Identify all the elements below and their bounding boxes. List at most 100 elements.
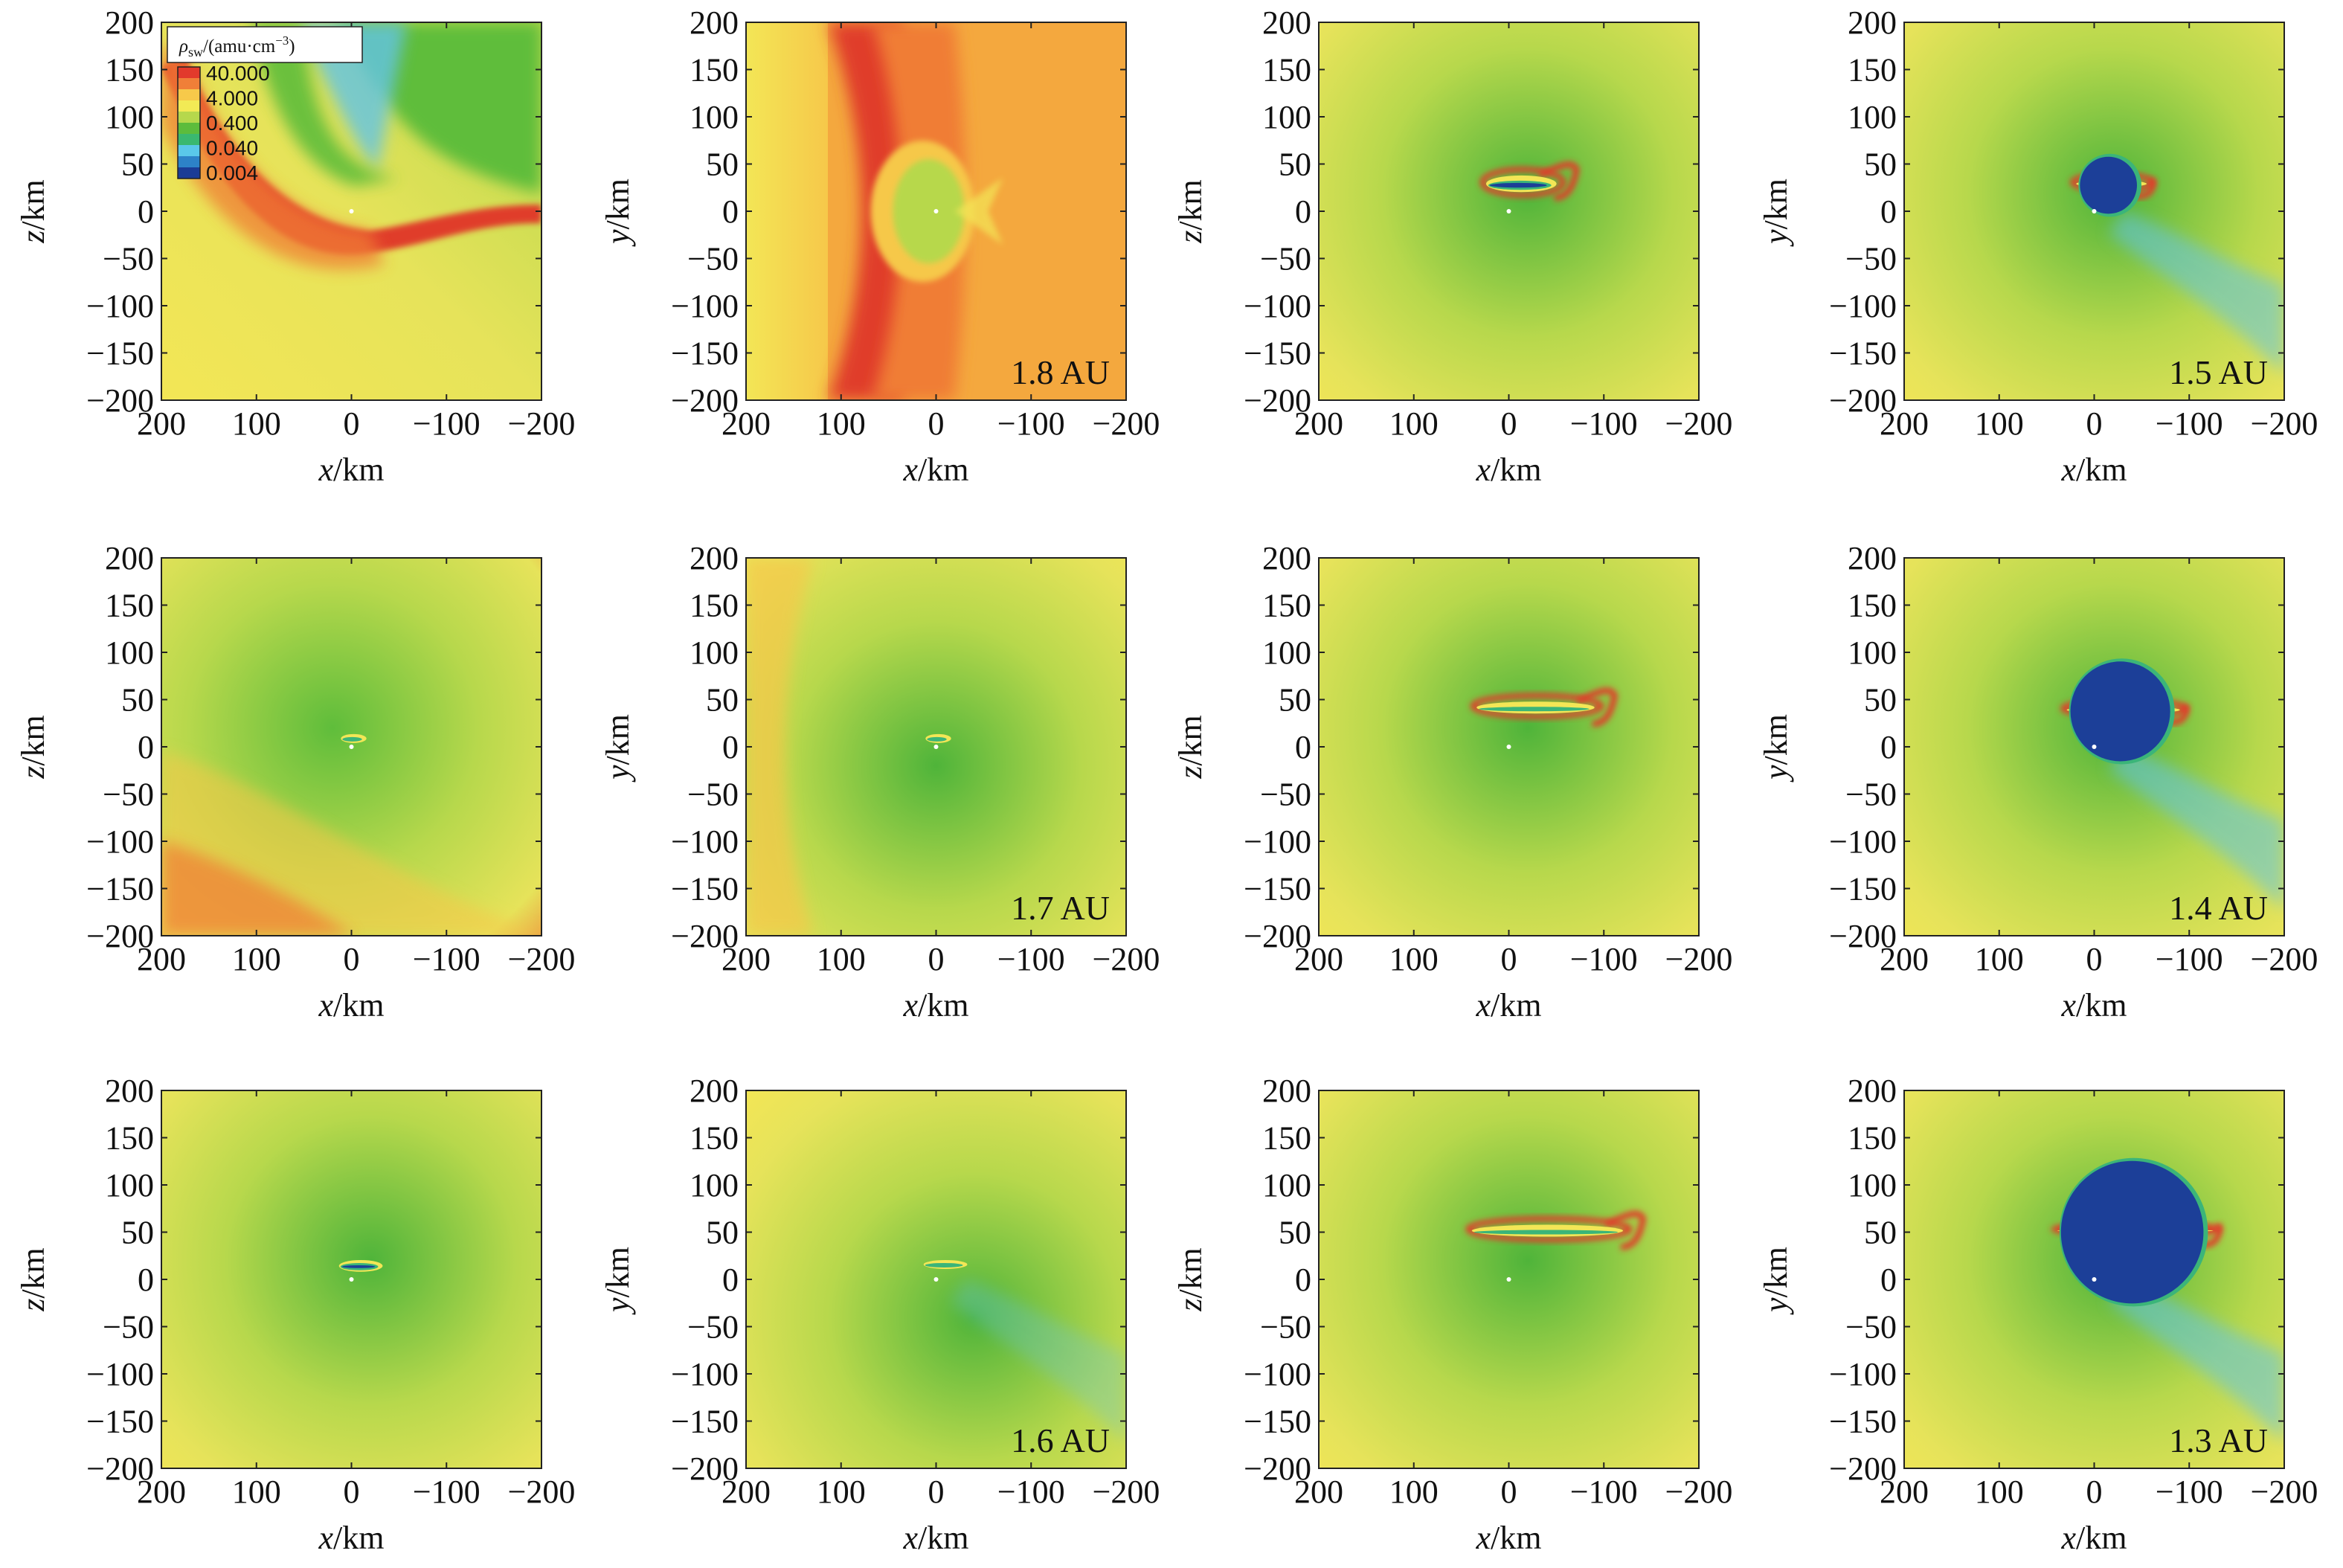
y-tick-label: 150 xyxy=(1262,588,1311,624)
y-tick-label: 200 xyxy=(1848,1073,1897,1109)
y-tick-label: 150 xyxy=(105,1120,154,1157)
heliocentric-distance-label: 1.8 AU xyxy=(1011,353,1110,391)
x-tick-label: 200 xyxy=(1880,1474,1929,1510)
panel-r2c1: 200 100 0 −100 −200200150100500−50−100−150−2… xyxy=(15,540,575,1024)
panel-r1c1: 200 100 0 −100 −200200150100500−50−100−150−2… xyxy=(15,4,575,488)
y-tick-label: 100 xyxy=(1848,1167,1897,1204)
x-tick-label: 200 xyxy=(1294,941,1343,977)
colorbar-tick-label: 0.400 xyxy=(206,112,258,135)
y-tick-label: 200 xyxy=(1262,1073,1311,1109)
x-tick-label: 0 xyxy=(2086,1474,2103,1510)
x-tick-label: 100 xyxy=(1389,941,1439,977)
y-tick-label: 150 xyxy=(1262,52,1311,89)
panel-r2c4: 200 100 0 −100 −200200150100500−50−100−150−2… xyxy=(1758,540,2318,1024)
y-tick-label: 100 xyxy=(105,1167,154,1204)
y-tick-label: 100 xyxy=(690,1167,739,1204)
y-tick-label: 50 xyxy=(706,1215,739,1251)
x-axis-label: x/km xyxy=(1476,1520,1542,1556)
y-tick-label: −50 xyxy=(1260,241,1311,277)
y-tick-label: 150 xyxy=(1848,588,1897,624)
x-tick-label: −100 xyxy=(997,405,1065,442)
y-tick-label: 50 xyxy=(1279,682,1311,719)
nucleus-marker xyxy=(1506,745,1511,749)
density-field xyxy=(1904,558,2284,936)
colorbar-swatch xyxy=(178,167,200,179)
y-tick-label: −150 xyxy=(671,1404,739,1440)
heliocentric-distance-label: 1.4 AU xyxy=(2169,889,2268,927)
vertical-axis-label: y/km xyxy=(1758,179,1794,247)
y-tick-label: 150 xyxy=(690,52,739,89)
colorbar-tick-label: 40.000 xyxy=(206,62,270,85)
panel-r1c4: 200 100 0 −100 −200200150100500−50−100−150−2… xyxy=(1758,4,2318,488)
x-tick-label: −100 xyxy=(413,941,481,977)
y-tick-label: −150 xyxy=(1244,1404,1311,1440)
x-axis-label: x/km xyxy=(903,1520,969,1556)
y-tick-label: 50 xyxy=(706,147,739,183)
x-tick-label: 100 xyxy=(232,405,281,442)
x-tick-label: 0 xyxy=(2086,405,2103,442)
x-tick-label: −200 xyxy=(1093,405,1160,442)
y-tick-label: −100 xyxy=(1244,1356,1311,1392)
x-tick-label: 200 xyxy=(721,941,771,977)
heliocentric-distance-label: 1.3 AU xyxy=(2169,1421,2268,1459)
y-tick-label: 0 xyxy=(1295,1262,1311,1298)
x-tick-label: 100 xyxy=(1975,405,2024,442)
x-axis-label: x/km xyxy=(1476,452,1542,488)
x-tick-label: 0 xyxy=(344,405,360,442)
x-tick-label: −200 xyxy=(508,405,576,442)
x-tick-label: −200 xyxy=(508,941,576,977)
y-tick-label: 200 xyxy=(1848,540,1897,576)
panel-r3c4: 200 100 0 −100 −200200150100500−50−100−150−2… xyxy=(1758,1073,2318,1556)
colorbar-tick-label: 0.040 xyxy=(206,137,258,160)
colorbar-swatch xyxy=(178,78,200,90)
y-tick-label: 0 xyxy=(722,193,739,230)
y-tick-label: −100 xyxy=(671,1356,739,1392)
colorbar-swatch xyxy=(178,100,200,112)
x-tick-label: −100 xyxy=(2156,1474,2223,1510)
x-tick-label: −100 xyxy=(997,941,1065,977)
y-tick-label: −200 xyxy=(671,918,739,954)
y-tick-label: −50 xyxy=(103,241,154,277)
x-tick-label: 0 xyxy=(1501,1474,1517,1510)
nucleus-marker xyxy=(2092,209,2097,213)
x-axis-label: x/km xyxy=(318,987,385,1024)
vertical-axis-label: y/km xyxy=(600,1247,636,1315)
x-tick-label: −200 xyxy=(1665,1474,1733,1510)
y-tick-label: 50 xyxy=(121,1215,154,1251)
x-axis-label: x/km xyxy=(318,1520,385,1556)
x-tick-label: 200 xyxy=(1294,405,1343,442)
x-tick-label: 200 xyxy=(1880,405,1929,442)
heliocentric-distance-label: 1.7 AU xyxy=(1011,889,1110,927)
x-tick-label: 100 xyxy=(232,1474,281,1510)
y-tick-label: −150 xyxy=(86,335,154,372)
colorbar-swatch xyxy=(178,156,200,168)
nucleus-marker xyxy=(1506,209,1511,213)
panel-r1c2: 200 100 0 −100 −200200150100500−50−100−150−2… xyxy=(600,4,1160,488)
x-tick-label: 100 xyxy=(1975,941,2024,977)
colorbar-swatch xyxy=(178,89,200,101)
x-tick-label: 0 xyxy=(2086,941,2103,977)
y-tick-label: 150 xyxy=(690,588,739,624)
panel-grid: 200 100 0 −100 −200200150100500−50−100−150−2… xyxy=(15,4,2318,1556)
y-tick-label: −50 xyxy=(687,777,739,813)
y-tick-label: −50 xyxy=(687,1309,739,1346)
y-tick-label: 200 xyxy=(105,4,154,41)
vertical-axis-label: y/km xyxy=(600,179,636,247)
vertical-axis-label: z/km xyxy=(1172,179,1209,244)
colorbar-swatch xyxy=(178,145,200,157)
vertical-axis-label: z/km xyxy=(15,179,51,244)
y-tick-label: 50 xyxy=(706,682,739,719)
panel-r3c3: 200 100 0 −100 −200200150100500−50−100−150−2… xyxy=(1172,1073,1732,1556)
x-tick-label: −200 xyxy=(1665,941,1733,977)
x-tick-label: −100 xyxy=(413,1474,481,1510)
y-tick-label: 200 xyxy=(690,4,739,41)
y-tick-label: −50 xyxy=(1260,1309,1311,1346)
x-axis-label: x/km xyxy=(2061,1520,2127,1556)
x-tick-label: 200 xyxy=(137,1474,186,1510)
y-tick-label: −100 xyxy=(1244,288,1311,324)
y-tick-label: −100 xyxy=(1829,823,1897,860)
y-tick-label: −100 xyxy=(86,823,154,860)
colorbar-title: ρsw/(amu·cm−3) xyxy=(179,33,295,60)
y-tick-label: 100 xyxy=(105,99,154,135)
